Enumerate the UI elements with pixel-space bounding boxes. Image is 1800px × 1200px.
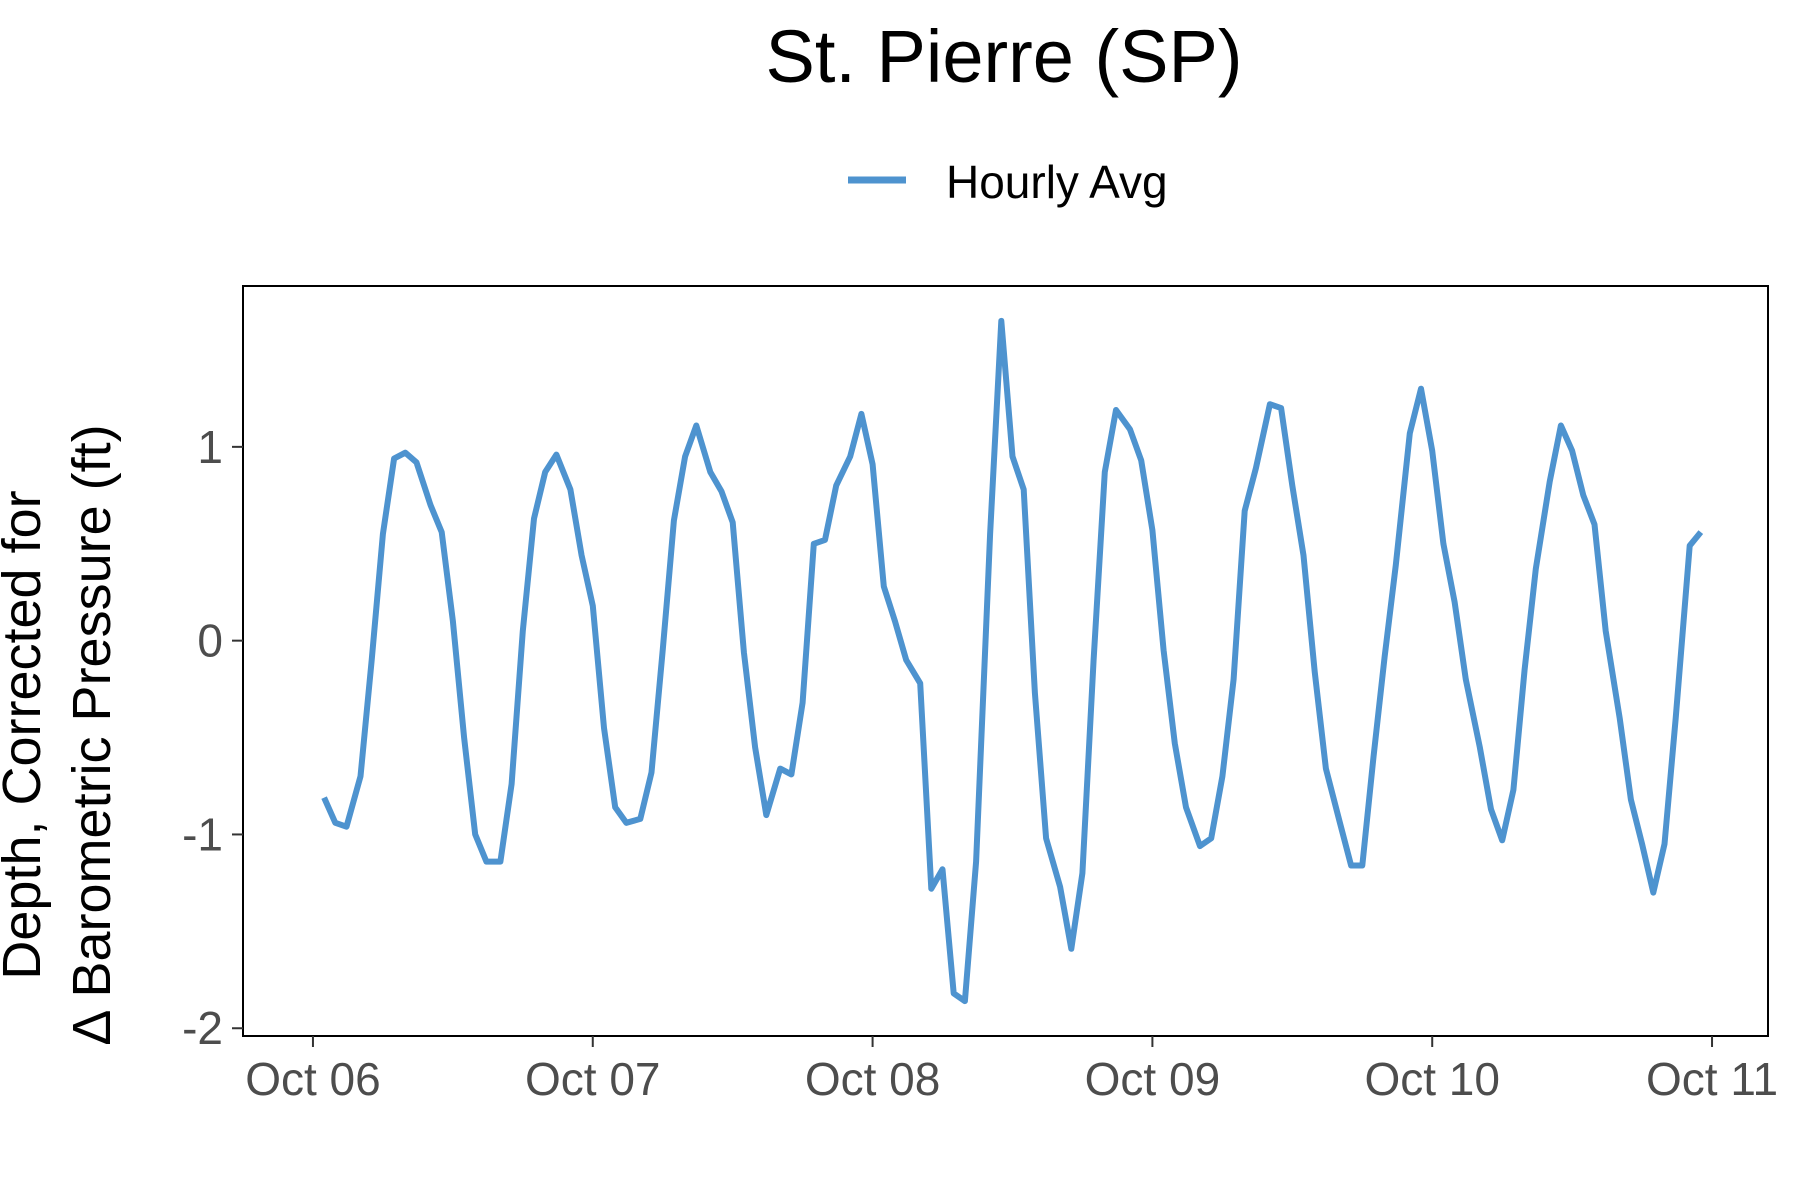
y-tick-label: -2 xyxy=(182,1002,223,1054)
y-tick-label: 0 xyxy=(197,615,223,667)
chart-title: St. Pierre (SP) xyxy=(766,15,1243,98)
x-tick-label: Oct 10 xyxy=(1364,1053,1500,1105)
x-tick-label: Oct 09 xyxy=(1085,1053,1221,1105)
series-layer xyxy=(321,317,1704,1005)
y-tick-label: 1 xyxy=(197,421,223,473)
y-tick-label: -1 xyxy=(182,808,223,860)
y-axis: 1 0 -1 -2 xyxy=(182,421,243,1054)
x-axis: Oct 06 Oct 07 Oct 08 Oct 09 Oct 10 Oct 11 xyxy=(245,1036,1778,1105)
y-axis-title-line2: Δ Barometric Pressure (ft) xyxy=(62,424,122,1045)
x-tick-label: Oct 07 xyxy=(525,1053,661,1105)
series-line-hourly-avg xyxy=(321,317,1704,1005)
legend: Hourly Avg xyxy=(848,156,1168,208)
legend-label-hourly-avg: Hourly Avg xyxy=(946,156,1168,208)
y-axis-title-line1: Depth, Corrected for xyxy=(0,490,52,979)
plot-panel-border xyxy=(242,285,1769,1037)
y-axis-title: Depth, Corrected for Δ Barometric Pressu… xyxy=(0,424,122,1045)
x-tick-label: Oct 11 xyxy=(1646,1053,1778,1105)
x-tick-label: Oct 06 xyxy=(245,1053,381,1105)
x-tick-label: Oct 08 xyxy=(805,1053,941,1105)
